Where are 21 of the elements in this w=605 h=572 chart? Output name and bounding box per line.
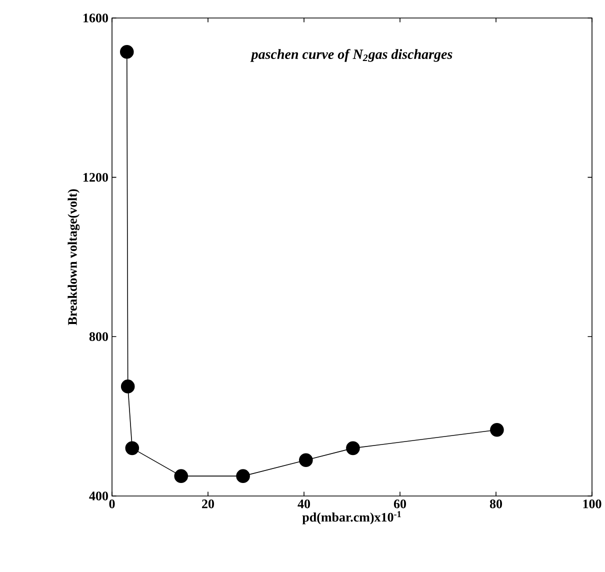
point — [236, 469, 250, 483]
point — [120, 380, 135, 394]
chart-title: paschen curve of N$_{2}$gas discharges — [250, 48, 452, 62]
y-tick-label: 1600 — [84, 14, 108, 22]
point — [120, 44, 134, 59]
x-axis-title: pd(mbar.cm)x10$^{-1}$ — [302, 511, 401, 524]
x-tick-label: 40 — [298, 500, 310, 508]
point — [125, 441, 140, 456]
point — [346, 441, 360, 456]
x-tick-label: 60 — [394, 500, 406, 508]
y-tick-label: 800 — [89, 332, 108, 342]
point — [174, 469, 188, 483]
point — [490, 422, 504, 437]
x-tick-label: 80 — [490, 500, 502, 508]
x-tick-label: 20 — [202, 500, 214, 508]
x-tick-label: 100 — [583, 500, 602, 508]
y-tick-label: 400 — [89, 492, 108, 500]
y-axis-title: Breakdown voltage(volt) — [68, 189, 80, 326]
y-tick-label: 1200 — [84, 172, 108, 182]
x-tick-label: 0 — [109, 500, 115, 508]
point — [299, 453, 313, 468]
